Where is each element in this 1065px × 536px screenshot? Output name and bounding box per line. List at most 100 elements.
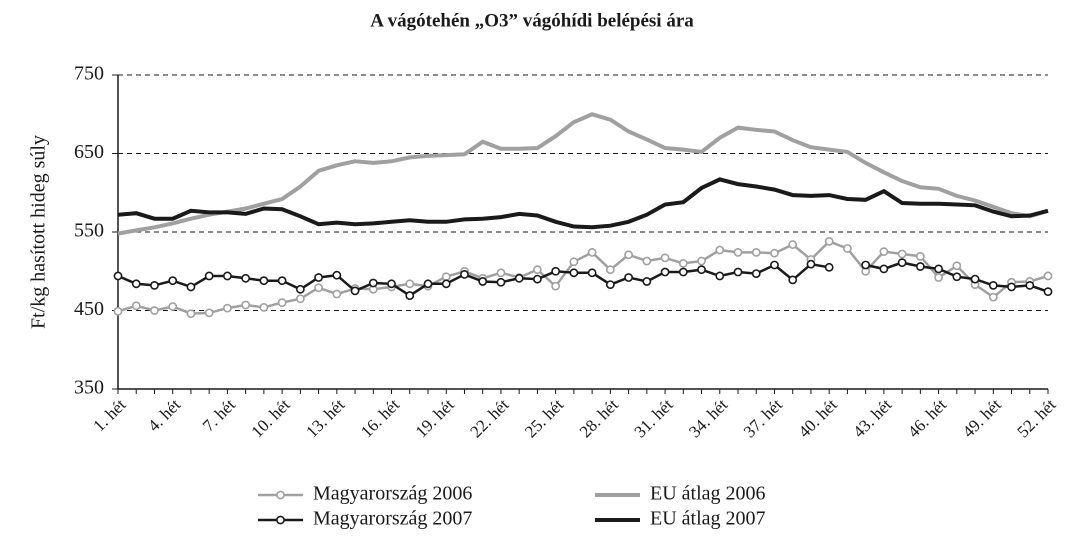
point [277,298,287,308]
chart-title: A vágótehén „O3” vágóhídi belépési ára [370,10,694,31]
x-tick-label: 1. hét [89,395,129,435]
x-tick-label: 52. hét [1013,395,1059,441]
point [897,249,907,259]
point [168,276,178,286]
series-line [117,261,1049,298]
x-tick-label: 46. hét [904,395,950,441]
point [204,308,214,318]
point [387,279,396,289]
point [642,277,652,286]
point [678,258,688,268]
point [788,275,798,285]
point [660,253,670,263]
point [533,265,542,275]
point [624,273,633,282]
point [678,267,688,277]
point [843,244,852,253]
point [1043,287,1053,297]
point [441,272,451,282]
point [460,269,469,279]
y-tick-label: 450 [74,298,104,320]
point [605,280,615,289]
x-tick-label: 13. hét [302,395,348,441]
point [879,247,889,257]
x-tick-label: 34. hét [685,395,731,441]
point [988,292,998,302]
x-tick-label: 4. hét [144,395,184,435]
legend-marker [276,490,285,500]
point [350,286,360,296]
point [332,270,342,280]
point [733,267,743,277]
point [551,281,561,291]
point [314,273,323,282]
point [861,260,871,270]
x-tick-label: 7. hét [199,395,239,435]
point [806,259,816,269]
point [131,301,141,311]
point [150,280,159,290]
legend-marker [276,515,285,525]
x-tick-label: 16. hét [357,395,403,441]
point [496,277,506,287]
x-tick-label: 43. hét [849,395,895,441]
point [697,265,706,275]
legend-label: Magyarország 2007 [313,508,472,530]
point [952,272,962,282]
point [168,302,178,311]
x-tick-label: 28. hét [576,395,622,441]
point [915,251,925,261]
point [770,260,779,270]
y-axis-label: Ft/kg hasított hideg súly [28,135,50,329]
y-tick-label: 750 [74,63,104,85]
point [970,274,980,284]
series-line [117,177,1049,230]
x-tick-label: 10. hét [248,395,294,441]
point [496,268,506,278]
point [113,306,123,316]
point [113,271,123,281]
legend-label: EU átlag 2007 [650,508,766,530]
point [259,276,269,286]
point [733,248,743,257]
point [551,266,561,276]
series-line [117,239,1049,315]
point [186,309,196,319]
point [223,303,232,313]
point [587,268,597,278]
point [587,248,597,257]
point [1025,280,1035,290]
point [642,256,652,266]
legend-label: Magyarország 2006 [313,483,472,505]
y-tick-label: 350 [74,377,104,399]
point [1043,271,1053,281]
y-tick-label: 550 [74,220,104,242]
x-tick-label: 49. hét [959,395,1005,441]
point [131,279,141,289]
point [879,264,889,274]
point [569,257,579,267]
point [605,265,615,275]
point [1007,282,1016,292]
point [514,273,524,283]
point [259,302,269,312]
point [569,268,579,278]
x-tick-label: 40. hét [795,395,841,441]
point [715,271,725,281]
point [295,284,305,294]
point [952,261,962,271]
point [478,277,488,286]
point [788,240,798,249]
x-tick-label: 22. hét [466,395,512,441]
point [186,282,196,292]
x-tick-label: 19. hét [412,395,458,441]
point [824,237,834,246]
point [624,250,633,260]
series-line [117,112,1049,236]
point [441,279,451,289]
point [150,306,159,315]
point [204,271,214,281]
point [988,280,998,290]
point [368,278,378,288]
